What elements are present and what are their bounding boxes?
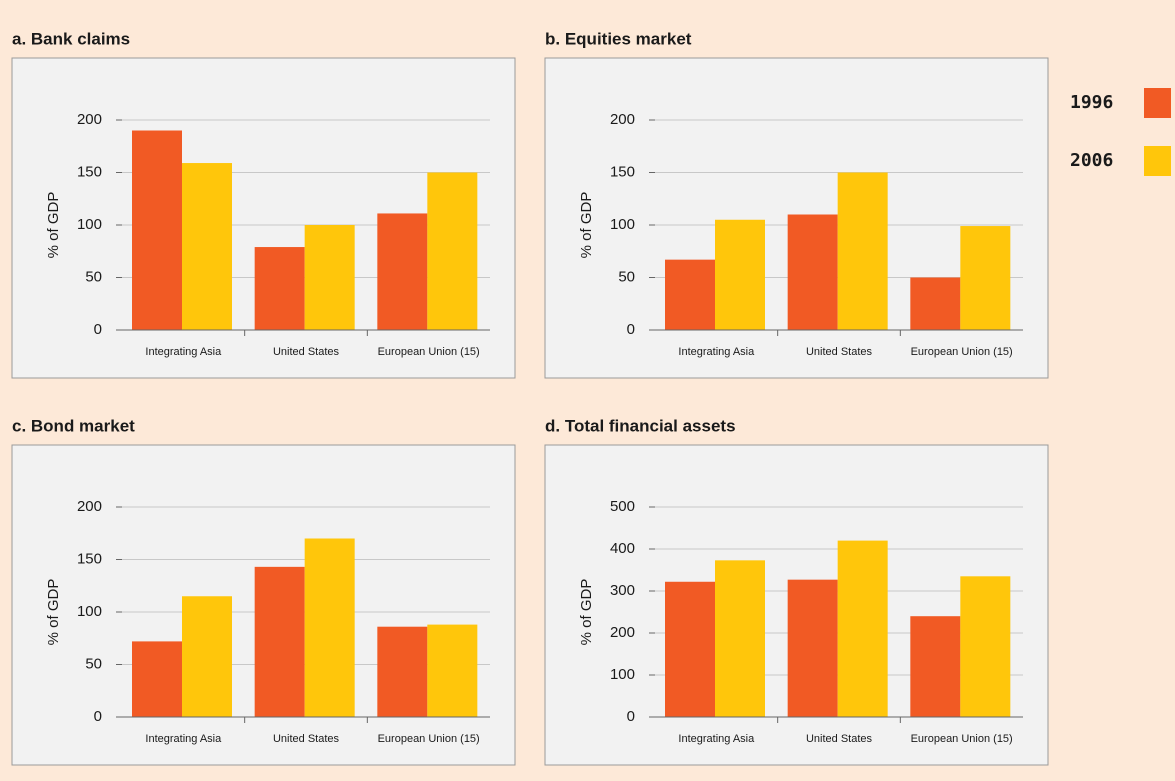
bar <box>304 225 355 330</box>
y-tick-label: 50 <box>618 268 635 285</box>
bar <box>182 596 232 717</box>
bar <box>910 277 961 330</box>
subplot: a. Bank claims % of GDP 0 50 100 150 200 Integr… <box>11 29 516 379</box>
y-tick-label: 200 <box>77 498 102 515</box>
y-axis-label: % of GDP <box>45 579 62 646</box>
y-tick-label: 400 <box>610 540 635 557</box>
bar <box>837 172 888 330</box>
y-tick-label: 200 <box>610 111 635 128</box>
bar <box>665 581 715 717</box>
subplot-title: d. Total financial assets <box>545 416 736 435</box>
subplot-title: a. Bank claims <box>12 29 130 48</box>
bar <box>377 213 428 330</box>
bar <box>254 247 305 330</box>
y-tick-label: 500 <box>610 498 635 515</box>
bar <box>665 259 715 330</box>
y-tick-label: 0 <box>94 321 102 338</box>
x-tick-label: European Union (15) <box>911 733 1013 745</box>
y-tick-label: 0 <box>94 708 102 725</box>
bar <box>787 214 838 330</box>
subplot-title: c. Bond market <box>12 416 135 435</box>
legend-label: 1996 <box>1070 92 1113 113</box>
y-tick-label: 150 <box>77 163 102 180</box>
bar <box>787 579 838 717</box>
y-tick-label: 100 <box>77 603 102 620</box>
bar <box>960 226 1011 330</box>
y-tick-label: 50 <box>85 655 102 672</box>
bar <box>182 163 232 330</box>
subplot: d. Total financial assets % of GDP 0 100 200… <box>544 416 1049 766</box>
y-tick-label: 0 <box>627 321 635 338</box>
x-tick-label: Integrating Asia <box>145 346 222 358</box>
x-tick-label: United States <box>273 733 340 745</box>
x-tick-label: United States <box>806 733 873 745</box>
y-axis-label: % of GDP <box>45 192 62 259</box>
x-tick-label: Integrating Asia <box>678 346 755 358</box>
y-tick-label: 200 <box>77 111 102 128</box>
bar <box>960 576 1011 717</box>
subplot-title: b. Equities market <box>545 29 692 48</box>
bar <box>254 566 305 717</box>
subplot: b. Equities market % of GDP 0 50 100 150 200 In… <box>544 29 1049 379</box>
y-tick-label: 200 <box>610 624 635 641</box>
y-tick-label: 100 <box>77 216 102 233</box>
bar <box>132 641 182 717</box>
x-tick-label: United States <box>806 346 873 358</box>
y-axis-label: % of GDP <box>578 192 595 259</box>
bar <box>132 130 182 330</box>
y-tick-label: 150 <box>610 163 635 180</box>
bar <box>837 540 888 717</box>
bar <box>427 172 478 330</box>
x-tick-label: Integrating Asia <box>678 733 755 745</box>
y-axis-label: % of GDP <box>578 579 595 646</box>
legend: 1996 2006 <box>1070 88 1171 176</box>
legend-label: 2006 <box>1070 150 1113 171</box>
y-tick-label: 50 <box>85 268 102 285</box>
x-tick-label: European Union (15) <box>378 346 480 358</box>
subplot: c. Bond market % of GDP 0 50 100 150 200 Integr… <box>11 416 516 766</box>
legend-swatch <box>1144 88 1171 118</box>
x-tick-label: European Union (15) <box>911 346 1013 358</box>
y-tick-label: 100 <box>610 666 635 683</box>
y-tick-label: 0 <box>627 708 635 725</box>
x-tick-label: United States <box>273 346 340 358</box>
bar <box>715 560 765 717</box>
bar <box>910 616 961 717</box>
x-tick-label: European Union (15) <box>378 733 480 745</box>
legend-swatch <box>1144 146 1171 176</box>
bar <box>304 538 355 717</box>
bar <box>427 624 478 717</box>
y-tick-label: 300 <box>610 582 635 599</box>
x-tick-label: Integrating Asia <box>145 733 222 745</box>
bar <box>377 626 428 717</box>
y-tick-label: 100 <box>610 216 635 233</box>
bar <box>715 219 765 330</box>
y-tick-label: 150 <box>77 550 102 567</box>
